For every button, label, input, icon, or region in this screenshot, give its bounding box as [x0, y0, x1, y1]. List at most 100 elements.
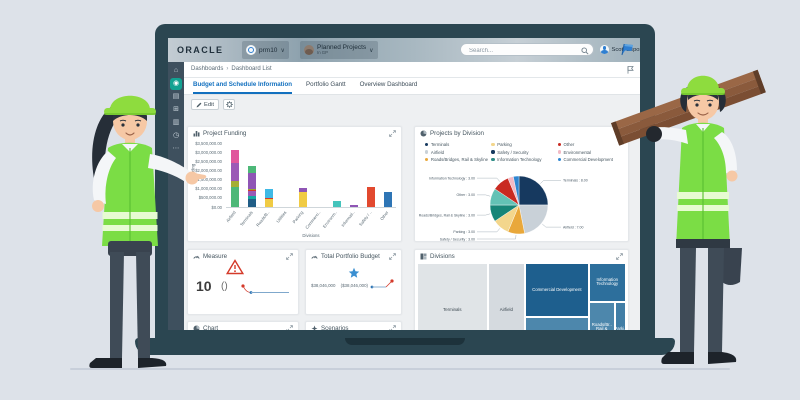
sidebar-item-tables[interactable]: ⊞: [173, 106, 179, 113]
settings-button[interactable]: [223, 99, 235, 110]
panel-scenarios: Scenarios: [305, 321, 402, 330]
svg-text:Other : 3.00: Other : 3.00: [457, 193, 476, 197]
search-icon: [581, 46, 589, 55]
ground-line: [70, 368, 730, 370]
gauge-icon: [193, 255, 200, 259]
edit-button[interactable]: Edit: [191, 99, 219, 110]
funding-x-labels: Airfield Terminals Roads/B.. Utilities Parki…: [224, 209, 390, 230]
expand-icon[interactable]: [286, 325, 293, 330]
panel-title: Divisions: [430, 253, 455, 260]
panel-projects-by-division: Projects by Division Terminals Airfield Ro…: [414, 126, 629, 242]
breadcrumb-row: Dashboards › Dashboard List: [184, 62, 640, 78]
app-screen: ORACLE prm10 ∨ Planned Projects In GP ∨: [168, 38, 640, 330]
gear-icon: [225, 101, 233, 108]
toolbar: Edit: [191, 99, 235, 110]
expand-icon[interactable]: [389, 130, 396, 137]
app-avatar-icon: [246, 45, 256, 55]
treemap-cell: Airfield: [487, 263, 526, 330]
svg-text:Safety / Security : 3.00: Safety / Security : 3.00: [440, 237, 475, 241]
search-input[interactable]: [467, 45, 579, 56]
user-avatar-icon: [600, 45, 609, 54]
left-worker-illustration: [89, 95, 207, 368]
pie-chart-icon: [193, 325, 200, 330]
bookmark-flag-icon[interactable]: [627, 66, 634, 74]
panel-title: Measure: [203, 253, 228, 260]
laptop-base: [135, 338, 675, 355]
measure-value: 10: [196, 278, 212, 294]
primavera-logo-icon: [621, 43, 633, 56]
division-pie: Terminals : 8.00 Airfield : 7.00 Safety / …: [419, 175, 588, 241]
sidebar-item-dashboards[interactable]: ◉: [170, 78, 182, 90]
app-chip-label: prm10: [259, 46, 278, 54]
sidebar-item-history[interactable]: ◷: [172, 132, 180, 139]
tab-portfolio-gantt[interactable]: Portfolio Gantt: [306, 81, 346, 88]
sidebar-item-home[interactable]: ⌂: [173, 67, 179, 74]
oracle-logo: ORACLE: [177, 45, 224, 55]
panel-title: Chart: [203, 325, 219, 330]
panel-title: Scenarios: [321, 325, 349, 330]
sidebar-item-reports[interactable]: ▥: [172, 119, 180, 126]
expand-icon[interactable]: [616, 253, 623, 260]
app-header: ORACLE prm10 ∨ Planned Projects In GP ∨: [168, 38, 640, 62]
right-worker-illustration: [611, 69, 766, 364]
treemap-cell: Terminals: [417, 263, 488, 330]
measure-sparkline: [241, 284, 289, 294]
expand-icon[interactable]: [389, 253, 396, 260]
svg-text:Airfield : 7.00: Airfield : 7.00: [563, 225, 583, 229]
chevron-down-icon: ∨: [369, 47, 374, 54]
expand-icon[interactable]: [389, 325, 396, 330]
project-chip-sublabel: In GP: [317, 50, 328, 56]
breadcrumb-separator: ›: [226, 66, 229, 72]
treemap-cell: Information Technology: [588, 263, 626, 302]
svg-text:Terminals : 8.00: Terminals : 8.00: [563, 179, 588, 183]
treemap-icon: [420, 253, 427, 260]
bar-chart-icon: [193, 131, 200, 137]
division-legend: Terminals Airfield Roads/Bridges, Rail & S…: [425, 142, 624, 162]
pencil-icon: [196, 102, 202, 107]
panel-title: Total Portfolio Budget: [321, 253, 380, 260]
tabs-row: Budget and Schedule Information Portfoli…: [184, 78, 640, 95]
treemap-cell: Roads/Br.. Rail & Skyline: [588, 301, 615, 330]
funding-y-axis: $3,500,000.00 $3,000,000.00 $2,500,000.00 $…: [195, 140, 222, 210]
budget-value: $38,046,000: [311, 283, 336, 288]
chevron-down-icon: ∨: [280, 47, 285, 54]
tab-budget-and-schedule-information[interactable]: Budget and Schedule Information: [193, 81, 293, 94]
budget-secondary-value: ($38,046,000): [340, 283, 368, 288]
laptop: ORACLE prm10 ∨ Planned Projects In GP ∨: [155, 24, 655, 338]
panel-divisions: Divisions Terminals Airfield Commercial De…: [414, 249, 629, 330]
panel-measure: Measure 10 (): [187, 249, 299, 315]
project-switcher-chip[interactable]: Planned Projects In GP ∨: [300, 41, 378, 59]
budget-sparkline: [370, 279, 394, 289]
scenarios-icon: [311, 325, 318, 330]
svg-text:Parking : 3.00: Parking : 3.00: [453, 230, 475, 234]
panel-title: Projects by Division: [430, 130, 484, 137]
treemap-cell: Parki..: [614, 301, 626, 330]
main-content: Budget and Schedule Information Portfoli…: [184, 78, 640, 330]
measure-suffix: (): [221, 281, 228, 292]
breadcrumb-link-dashboard-list[interactable]: Dashboard List: [231, 66, 272, 72]
app-switcher-chip[interactable]: prm10 ∨: [242, 41, 289, 59]
sidebar-item-more[interactable]: ⋯: [172, 145, 180, 152]
edit-button-label: Edit: [204, 101, 214, 108]
search-box[interactable]: [460, 43, 594, 56]
sidebar-item-portfolios[interactable]: ▤: [172, 93, 180, 100]
warning-triangle-icon: [226, 259, 244, 275]
tab-overview-dashboard[interactable]: Overview Dashboard: [359, 81, 418, 88]
breadcrumb-link-dashboards[interactable]: Dashboards: [191, 66, 224, 72]
gauge-icon: [311, 255, 318, 259]
laptop-base-notch: [345, 338, 465, 345]
panel-project-funding: Project Funding Funding $3,500,000.00 $3,…: [187, 126, 402, 242]
project-chip-label: Planned Projects: [317, 44, 367, 52]
svg-text:Roads/Bridges, Rail & Skyline: Roads/Bridges, Rail & Skyline : 3.00: [419, 213, 475, 217]
funding-plot: [226, 143, 396, 208]
breadcrumb: Dashboards › Dashboard List: [191, 66, 272, 72]
expand-icon[interactable]: [286, 253, 293, 260]
sidebar: ⌂ ◉ ▤ ⊞ ▥ ◷ ⋯: [168, 62, 184, 330]
treemap-cell: Safety / Security: [525, 317, 589, 330]
panel-title: Project Funding: [203, 130, 247, 137]
funding-chart: Funding $3,500,000.00 $3,000,000.00 $2,500…: [188, 127, 401, 241]
budget-values: $38,046,000 ($38,046,000): [311, 283, 368, 288]
funding-x-axis-title: Divisions: [302, 233, 320, 238]
